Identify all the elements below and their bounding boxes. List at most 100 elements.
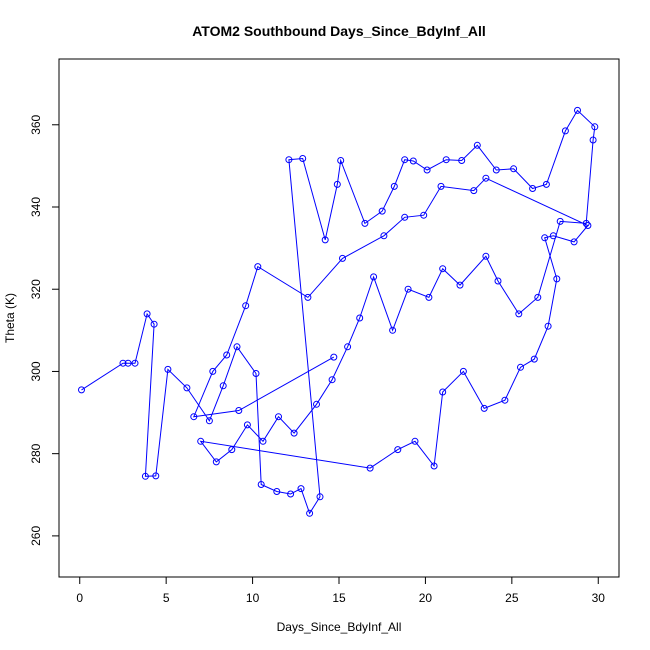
data-point xyxy=(411,437,419,445)
data-point xyxy=(285,156,293,164)
data-point xyxy=(439,388,447,396)
data-point xyxy=(235,407,243,414)
data-point xyxy=(553,275,561,283)
data-point xyxy=(389,326,397,334)
data-point xyxy=(205,417,213,425)
data-point xyxy=(439,265,447,273)
data-point xyxy=(549,232,557,240)
data-point xyxy=(219,382,227,390)
data-point xyxy=(290,429,298,437)
data-point xyxy=(333,180,341,188)
data-point xyxy=(321,236,329,244)
data-point xyxy=(306,509,314,517)
data-point xyxy=(380,232,388,240)
data-point xyxy=(344,343,352,351)
data-point xyxy=(223,351,231,359)
data-point xyxy=(339,254,346,262)
data-point xyxy=(430,462,438,470)
data-point xyxy=(254,263,262,271)
data-point xyxy=(561,127,569,135)
x-tick-label: 0 xyxy=(76,591,83,605)
data-point xyxy=(378,207,386,215)
data-point xyxy=(541,234,549,242)
data-point xyxy=(337,157,345,164)
data-point xyxy=(470,187,478,195)
y-tick-label: 260 xyxy=(29,526,43,546)
data-point xyxy=(473,141,481,149)
data-point xyxy=(542,180,550,188)
series-points xyxy=(78,106,599,517)
x-axis-label: Days_Since_BdyInf_All xyxy=(277,620,402,634)
data-point xyxy=(257,481,265,488)
data-point xyxy=(275,413,282,421)
data-point xyxy=(458,157,466,164)
data-point xyxy=(574,106,581,114)
data-point xyxy=(273,488,281,495)
data-point xyxy=(316,493,324,501)
data-point xyxy=(534,293,542,301)
data-point xyxy=(150,320,158,328)
data-point xyxy=(501,396,509,404)
x-axis: 0 5 10 15 20 25 30 xyxy=(76,576,605,605)
data-point xyxy=(425,293,433,301)
data-point xyxy=(515,310,523,318)
data-point xyxy=(131,359,139,367)
y-axis-label: Theta (K) xyxy=(3,293,17,343)
data-point xyxy=(390,182,398,190)
data-point xyxy=(529,185,537,192)
y-tick-label: 280 xyxy=(29,443,43,463)
data-point xyxy=(304,293,312,301)
data-point xyxy=(313,400,320,408)
y-axis: 260 280 300 320 340 360 xyxy=(29,114,60,546)
data-point xyxy=(370,273,378,281)
series-lines xyxy=(81,109,596,515)
data-point xyxy=(287,490,295,498)
data-point xyxy=(423,166,431,174)
data-point xyxy=(482,174,490,182)
series-line xyxy=(81,109,596,515)
data-point xyxy=(143,310,151,318)
data-point xyxy=(437,182,445,190)
data-point xyxy=(190,413,198,421)
data-point xyxy=(183,384,191,392)
x-tick-label: 5 xyxy=(163,591,170,605)
data-point xyxy=(404,285,412,293)
x-tick-label: 25 xyxy=(505,591,519,605)
data-point xyxy=(299,155,307,162)
data-point xyxy=(544,322,552,330)
data-point xyxy=(517,363,524,371)
data-point xyxy=(556,217,564,225)
data-point xyxy=(259,437,267,445)
data-point xyxy=(119,359,127,367)
data-point xyxy=(356,314,364,322)
data-point xyxy=(591,123,599,131)
data-point xyxy=(401,213,409,221)
y-tick-label: 300 xyxy=(29,361,43,381)
data-point xyxy=(124,359,132,367)
data-point xyxy=(330,353,338,361)
y-tick-label: 360 xyxy=(29,114,43,134)
data-point xyxy=(141,472,149,480)
x-tick-label: 20 xyxy=(419,591,433,605)
data-point xyxy=(297,485,305,493)
data-point xyxy=(530,355,538,363)
data-point xyxy=(510,165,518,173)
data-point xyxy=(442,156,450,164)
data-point xyxy=(252,370,260,377)
data-point xyxy=(164,365,172,373)
y-tick-label: 320 xyxy=(29,279,43,299)
y-tick-label: 340 xyxy=(29,197,43,217)
data-point xyxy=(152,472,160,480)
data-point xyxy=(420,211,428,219)
data-point xyxy=(394,446,402,454)
data-point xyxy=(78,386,85,394)
x-tick-label: 15 xyxy=(332,591,346,605)
data-point xyxy=(361,219,369,227)
data-point xyxy=(570,238,578,246)
data-point xyxy=(242,302,250,310)
data-point xyxy=(212,458,220,466)
data-point xyxy=(366,464,374,472)
data-point xyxy=(582,219,590,227)
data-point xyxy=(409,157,417,165)
